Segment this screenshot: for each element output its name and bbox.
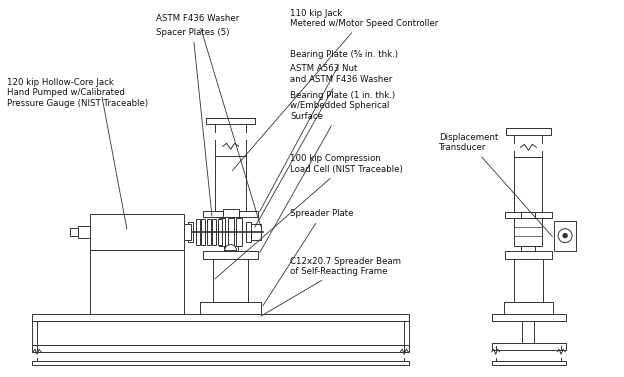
Bar [32, 321, 409, 345]
Bar [203, 211, 258, 217]
Bar [32, 314, 409, 321]
Bar [90, 250, 184, 314]
Text: 100 kip Compression
Load Cell (NIST Traceable): 100 kip Compression Load Cell (NIST Trac… [215, 155, 403, 279]
Bar [218, 219, 222, 245]
Bar [522, 245, 535, 251]
Polygon shape [563, 234, 567, 238]
Bar [522, 210, 535, 218]
Text: ASTM F436 Washer: ASTM F436 Washer [156, 14, 261, 226]
Bar [202, 219, 205, 245]
Bar [492, 343, 566, 350]
Polygon shape [225, 245, 236, 251]
Text: Spreader Plate: Spreader Plate [263, 209, 354, 306]
Bar [515, 218, 542, 245]
Bar [504, 302, 553, 314]
Bar [219, 218, 225, 245]
Text: Bearing Plate (⅝ in. thk.): Bearing Plate (⅝ in. thk.) [260, 51, 398, 211]
Text: ASTM A563 Nut
and ASTM F436 Washer: ASTM A563 Nut and ASTM F436 Washer [255, 64, 392, 227]
Bar [196, 219, 200, 245]
Bar [184, 224, 191, 240]
Bar [514, 259, 544, 302]
Bar [215, 156, 246, 211]
Bar [207, 219, 211, 245]
Bar [78, 226, 90, 238]
Bar [188, 222, 193, 242]
Bar [236, 218, 242, 245]
Polygon shape [558, 229, 572, 242]
Bar [212, 219, 216, 245]
Text: 110 kip Jack
Metered w/Motor Speed Controller: 110 kip Jack Metered w/Motor Speed Contr… [232, 9, 439, 170]
Bar [492, 314, 566, 321]
Text: Displacement
Transducer: Displacement Transducer [439, 133, 552, 236]
Bar [246, 222, 251, 242]
Bar [213, 259, 248, 302]
Text: Bearing Plate (1 in. thk.)
w/Embedded Spherical
Surface: Bearing Plate (1 in. thk.) w/Embedded Sp… [260, 91, 395, 253]
Text: Spacer Plates (5): Spacer Plates (5) [156, 28, 230, 216]
Bar [90, 214, 184, 250]
Bar [70, 228, 78, 236]
Bar [223, 245, 238, 251]
Bar [32, 361, 409, 365]
Bar [206, 118, 255, 124]
Text: C12x20.7 Spreader Beam
of Self-Reacting Frame: C12x20.7 Spreader Beam of Self-Reacting … [261, 257, 401, 316]
Bar [522, 321, 534, 343]
Bar [505, 251, 552, 259]
Bar [251, 224, 261, 240]
Bar [505, 212, 552, 218]
Bar [32, 345, 409, 352]
Bar [200, 302, 261, 314]
Text: 120 kip Hollow-Core Jack
Hand Pumped w/Calibrated
Pressure Gauge (NIST Traceable: 120 kip Hollow-Core Jack Hand Pumped w/C… [7, 78, 149, 107]
Bar [228, 218, 233, 245]
Bar [505, 129, 551, 135]
Bar [223, 209, 238, 217]
Bar [515, 157, 542, 212]
Bar [554, 221, 576, 251]
Bar [492, 361, 566, 365]
Bar [203, 251, 258, 259]
